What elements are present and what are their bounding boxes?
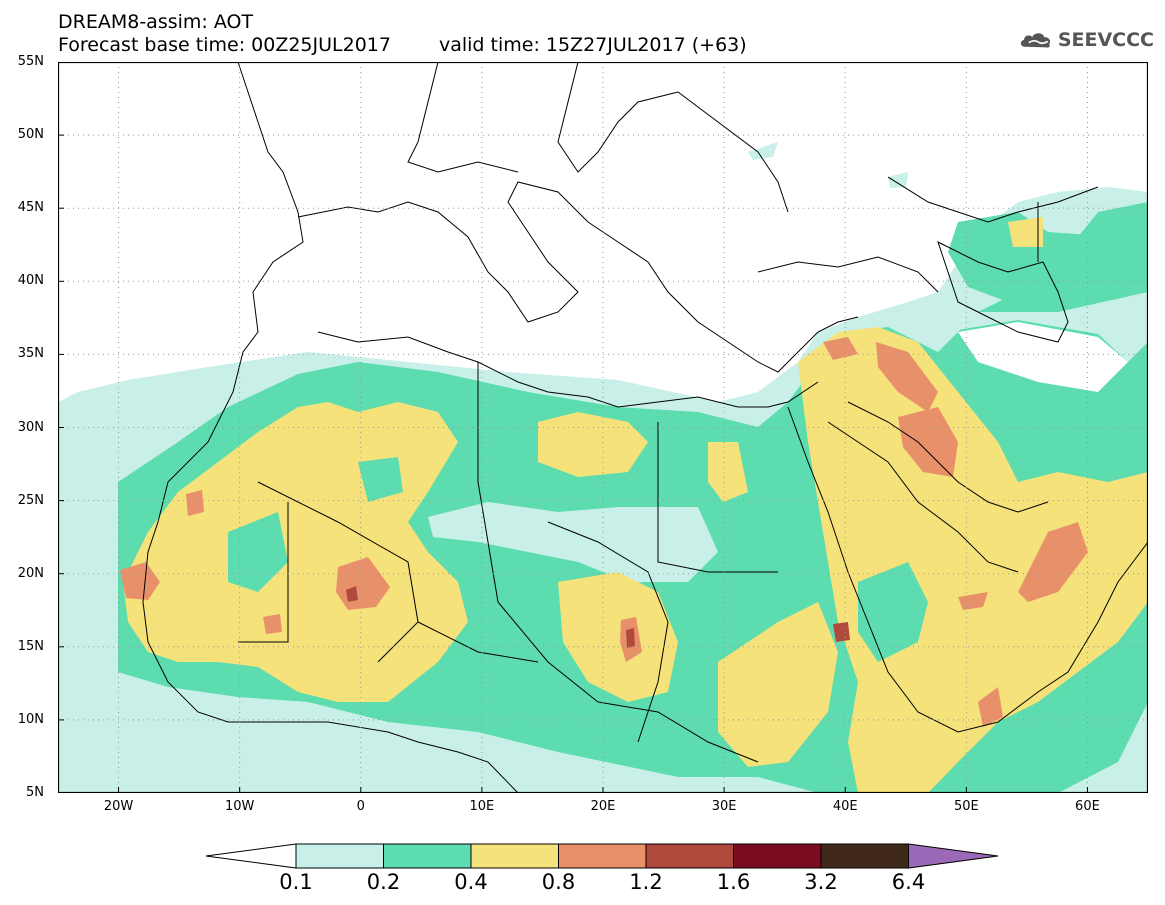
aot-contour-0-1e xyxy=(958,322,1128,392)
colorbar-segment xyxy=(295,843,384,869)
lat-tick-label: 50N xyxy=(17,127,44,143)
aot-contour-0-1b xyxy=(748,142,778,160)
colorbar-label: 1.6 xyxy=(716,870,751,894)
colorbar-max-arrow xyxy=(908,843,999,869)
lat-tick-label: 35N xyxy=(17,346,44,362)
lat-tick-label: 30N xyxy=(17,419,44,435)
aot-contour-0-2c xyxy=(228,512,288,592)
aot-contour-0-4d xyxy=(708,442,748,502)
colorbar-segment xyxy=(733,843,822,869)
map-subtitle: Forecast base time: 00Z25JUL2017 valid ti… xyxy=(58,34,747,56)
colorbar-segment xyxy=(383,843,472,869)
colorbar-segment xyxy=(470,843,559,869)
aot-contour-0-2d xyxy=(358,457,403,502)
lon-tick-label: 10E xyxy=(469,799,495,814)
cloud-icon xyxy=(1020,33,1051,48)
lon-tick-label: 40E xyxy=(832,799,858,814)
valid-time-label: valid time: 15Z27JUL2017 (+63) xyxy=(438,34,747,56)
coastlines xyxy=(142,62,1148,793)
aot-contour-0-8k xyxy=(958,592,988,610)
aot-contour-0-8g xyxy=(876,342,938,412)
lat-tick-label: 15N xyxy=(17,638,44,654)
lat-tick-label: 55N xyxy=(17,54,44,69)
lon-tick-label: 30E xyxy=(711,799,737,814)
colorbar-label: 0.4 xyxy=(454,870,488,894)
aot-contour-0-8a xyxy=(120,562,160,600)
lon-tick-label: 10W xyxy=(224,799,255,814)
aot-contour-0-8d xyxy=(263,614,282,634)
lat-tick-label: 5N xyxy=(26,785,44,800)
colorbar-label: 6.4 xyxy=(891,870,926,894)
aot-contour-0-8f xyxy=(823,337,858,360)
aot-contour-0-8b xyxy=(186,490,204,516)
lat-tick-label: 25N xyxy=(17,492,44,508)
lon-tick-label: 20W xyxy=(103,799,134,814)
aot-contour-0-1f xyxy=(938,292,1148,362)
colorbar-label: 1.2 xyxy=(629,870,663,894)
colorbar-segment xyxy=(645,843,734,869)
lat-tick-label: 10N xyxy=(17,711,44,727)
seevccc-logo: SEEVCCC xyxy=(1018,24,1154,56)
aot-contour-0-4c xyxy=(558,572,678,702)
aot-contour-1-2b xyxy=(626,628,635,648)
colorbar-label: 0.8 xyxy=(541,870,576,894)
lon-tick-label: 50E xyxy=(953,799,979,814)
map-border xyxy=(58,62,1148,793)
aot-contour-0-8h xyxy=(898,407,958,477)
lat-tick-label: 40N xyxy=(17,273,44,289)
map-title: DREAM8-assim: AOT xyxy=(58,11,254,33)
colorbar-label: 0.1 xyxy=(279,870,313,894)
lon-tick-label: 60E xyxy=(1075,799,1100,814)
aot-map xyxy=(58,62,1148,793)
colorbar-label: 0.2 xyxy=(366,870,401,894)
aot-contour-0-4b xyxy=(538,412,648,477)
aot-contour-0-1d xyxy=(428,502,718,582)
aot-contour-0-2e xyxy=(858,562,928,662)
aot-contour-0-8i xyxy=(1018,522,1088,602)
gridlines xyxy=(58,62,1148,793)
aot-contour-0-2b xyxy=(948,212,1148,312)
logo-text: SEEVCCC xyxy=(1057,29,1154,51)
base-time-label: Forecast base time: 00Z25JUL2017 xyxy=(58,34,391,56)
aot-contour-0-8j xyxy=(978,687,1003,727)
lon-tick-label: 0 xyxy=(356,799,365,814)
lon-tick-label: 20E xyxy=(590,799,616,814)
colorbar-segment xyxy=(820,843,909,869)
aot-contour-0-4g xyxy=(1008,217,1043,247)
colorbar-min-arrow xyxy=(205,843,297,869)
lat-tick-label: 45N xyxy=(17,200,44,216)
colorbar xyxy=(205,843,999,869)
colorbar-label: 3.2 xyxy=(804,870,838,894)
aot-contour-1-2c xyxy=(833,622,850,642)
aot-contour-1-2a xyxy=(346,586,358,602)
aot-contour-0-1c xyxy=(888,172,908,188)
colorbar-segment xyxy=(558,843,647,869)
aot-contour-0-4e xyxy=(718,602,838,767)
lat-tick-label: 20N xyxy=(17,565,44,581)
